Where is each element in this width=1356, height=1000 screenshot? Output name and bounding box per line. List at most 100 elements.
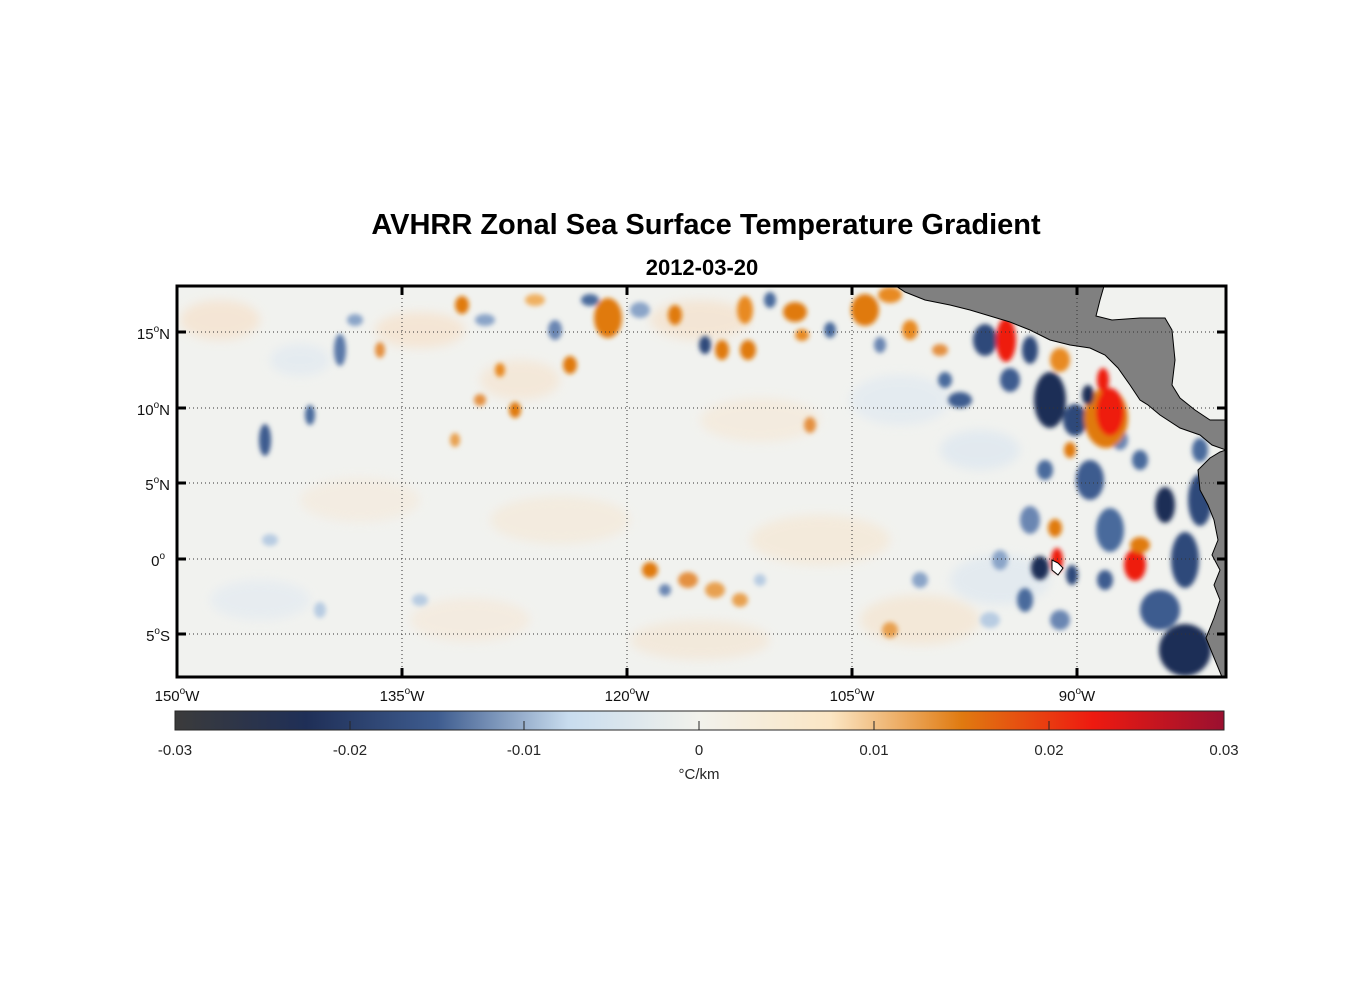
sst-feature — [375, 342, 385, 358]
sst-feature — [450, 433, 460, 447]
chart-title: AVHRR Zonal Sea Surface Temperature Grad… — [371, 209, 1041, 241]
sst-faint-blob — [630, 620, 770, 660]
sst-feature — [874, 337, 886, 353]
sst-feature — [1000, 368, 1020, 392]
lat-tick-label: 0o — [151, 551, 165, 570]
sst-feature — [1097, 368, 1109, 392]
sst-feature — [495, 363, 505, 377]
sst-feature — [699, 336, 711, 354]
sst-feature — [525, 294, 545, 306]
sst-feature — [678, 572, 698, 588]
sst-feature — [973, 324, 997, 356]
lat-tick-label: 10oN — [137, 400, 170, 419]
sst-feature — [1076, 460, 1104, 500]
sst-feature — [563, 356, 577, 374]
sst-feature — [737, 296, 753, 324]
sst-feature — [912, 572, 928, 588]
sst-faint-blob — [300, 478, 420, 522]
sst-feature — [980, 612, 1000, 628]
sst-faint-blob — [850, 375, 950, 425]
sst-feature — [305, 405, 315, 425]
sst-feature — [474, 394, 486, 406]
sst-feature — [996, 318, 1016, 362]
sst-feature — [1064, 442, 1076, 458]
sst-feature — [1022, 336, 1038, 364]
sst-feature — [475, 314, 495, 326]
sst-feature — [1066, 565, 1078, 585]
sst-feature — [1155, 487, 1175, 523]
land-masses — [895, 286, 1226, 677]
sst-feature — [878, 287, 902, 303]
colorbar-tick-label: 0.02 — [1034, 742, 1063, 759]
sst-faint-blob — [270, 344, 330, 376]
sst-faint-blob — [375, 312, 465, 348]
sst-faint-blob — [490, 496, 630, 544]
sst-feature — [938, 372, 952, 388]
sst-gradient-features — [259, 287, 1212, 676]
sst-feature — [1192, 438, 1208, 462]
sst-faint-blob — [410, 598, 530, 642]
sst-feature — [594, 298, 622, 338]
land-galapagos — [1051, 559, 1064, 576]
sst-faint-blob — [650, 300, 750, 340]
sst-faint-blob — [940, 430, 1020, 470]
sst-feature — [715, 340, 729, 360]
sst-feature — [1020, 506, 1040, 534]
lon-tick-label: 135oW — [380, 686, 426, 705]
sst-feature — [824, 322, 836, 338]
colorbar-tick-label: -0.03 — [158, 742, 192, 759]
sst-feature — [902, 320, 918, 340]
lat-tick-label: 5oN — [145, 475, 170, 494]
sst-feature — [630, 302, 650, 318]
sst-feature — [659, 584, 671, 596]
land-south-america — [1197, 449, 1226, 677]
sst-feature — [642, 562, 658, 578]
sst-feature — [412, 594, 428, 606]
sst-faint-blob — [210, 580, 310, 620]
sst-feature — [1097, 570, 1113, 590]
sst-feature — [732, 593, 748, 607]
sst-feature — [1124, 549, 1146, 581]
sst-feature — [668, 305, 682, 325]
lon-tick-label: 120oW — [605, 686, 651, 705]
lon-tick-label: 150oW — [155, 686, 201, 705]
sst-feature — [1034, 372, 1066, 428]
sst-feature — [1050, 348, 1070, 372]
sst-feature — [259, 424, 271, 456]
colorbar-tick-label: -0.02 — [333, 742, 367, 759]
sst-feature — [882, 622, 898, 638]
sst-feature — [455, 296, 469, 314]
sst-feature — [1048, 519, 1062, 537]
sst-feature — [347, 314, 363, 326]
sst-feature — [992, 550, 1008, 570]
sst-feature — [740, 340, 756, 360]
sst-feature — [795, 329, 809, 341]
sst-feature — [754, 574, 766, 586]
sst-feature — [804, 417, 816, 433]
sst-feature — [1159, 624, 1211, 676]
sst-faint-blob — [860, 595, 980, 645]
sst-faint-blob — [480, 360, 560, 400]
sst-faint-blob — [700, 398, 820, 442]
lat-tick-label: 5oS — [146, 626, 170, 645]
sst-feature — [948, 392, 972, 408]
sst-feature — [851, 294, 879, 326]
sst-feature — [509, 402, 521, 418]
colorbar: -0.03 -0.02 -0.01 0 0.01 0.02 0.03 °C/km — [158, 710, 1239, 783]
sst-gradient-faint-field — [180, 300, 1050, 660]
sst-feature — [581, 294, 599, 306]
colorbar-tick-label: 0.03 — [1209, 742, 1238, 759]
lon-tick-labels: 150oW 135oW 120oW 105oW 90oW — [155, 686, 1096, 705]
sst-feature — [1132, 450, 1148, 470]
lon-tick-label: 90oW — [1059, 686, 1096, 705]
sst-feature — [1140, 590, 1180, 630]
colorbar-tick-label: -0.01 — [507, 742, 541, 759]
sst-faint-blob — [180, 300, 260, 340]
sst-feature — [705, 582, 725, 598]
lon-tick-label: 105oW — [830, 686, 876, 705]
sst-feature — [1096, 508, 1124, 552]
sst-feature — [334, 334, 346, 366]
map-grid — [177, 286, 1226, 677]
map-frame-ticks — [177, 286, 1226, 677]
map-area — [177, 286, 1226, 677]
